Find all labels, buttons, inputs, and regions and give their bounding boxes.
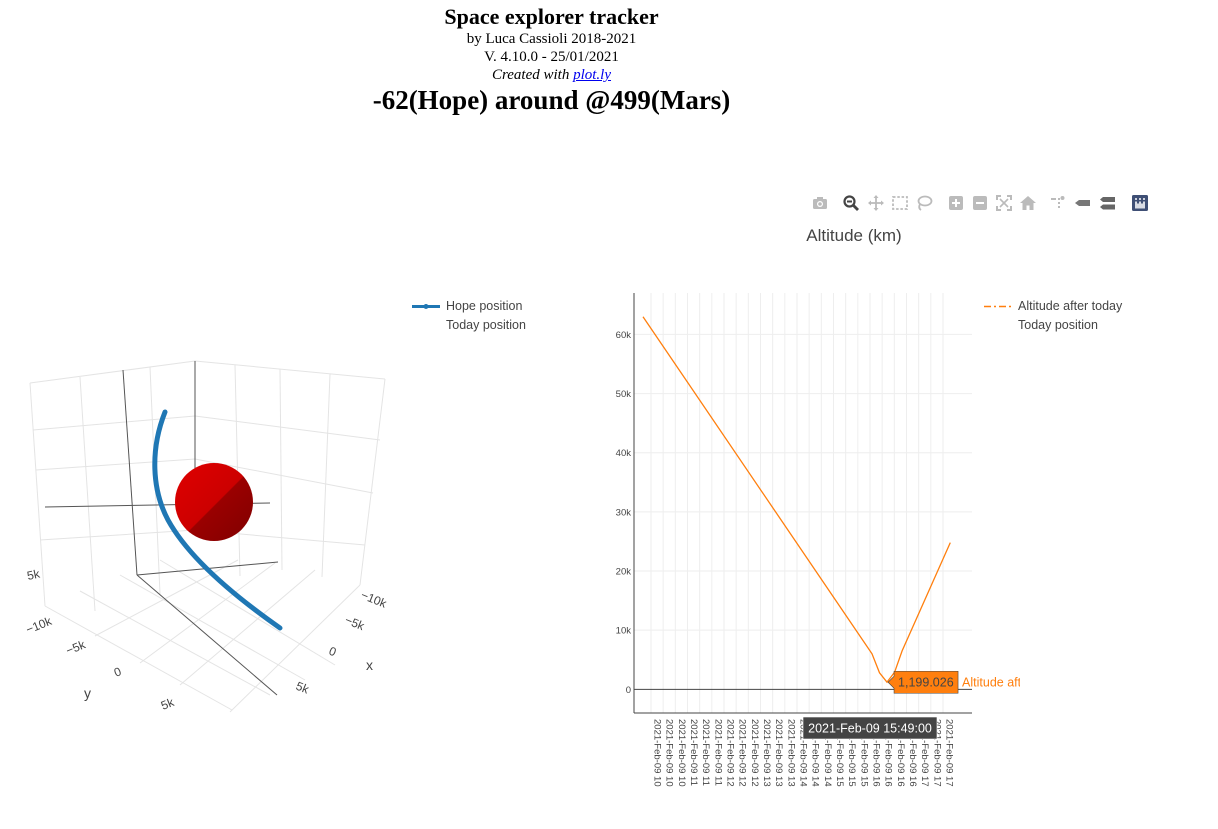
hover-closest-icon[interactable] <box>1073 193 1093 213</box>
x-tick-label: 2021-Feb-09 12 <box>737 719 748 787</box>
x-tick-label: 2021-Feb-09 11 <box>712 719 723 786</box>
box-select-icon[interactable] <box>890 193 910 213</box>
autoscale-icon[interactable] <box>994 193 1014 213</box>
y-tick-label: 20k <box>616 567 632 578</box>
author-line: by Luca Cassioli 2018-2021 <box>466 31 637 47</box>
plot-area <box>634 293 972 713</box>
y-tick-label: 0 <box>626 685 631 696</box>
y-tick-label: 30k <box>616 507 632 518</box>
plotly-logo-icon[interactable] <box>1130 193 1150 213</box>
x-tick-label: 2021-Feb-09 15 <box>834 719 845 787</box>
orbit-3d-scene[interactable]: 5k −10k −5k 0 5k y −10k −5k 0 5k x <box>0 340 420 720</box>
x-tick-label: 2021-Feb-09 12 <box>749 719 760 787</box>
hover-value: 1,199.026 <box>898 676 954 690</box>
x-tick-label: 2021-Feb-09 13 <box>785 719 796 787</box>
x-tick-label: 2021-Feb-09 10 <box>652 719 663 787</box>
legend-label-altitude-after-today: Altitude after today <box>1018 299 1123 313</box>
created-with-text: Created with <box>491 67 574 83</box>
hover-x-text: 2021-Feb-09 15:49:00 <box>808 722 932 736</box>
y-tick-label: −5k <box>64 637 88 658</box>
y-tick-label: 10k <box>616 626 632 637</box>
y-tick-label: 0 <box>112 664 124 680</box>
x-tick-label: 0 <box>327 644 339 660</box>
x-tick-label: 2021-Feb-09 17 <box>919 719 930 787</box>
x-tick-label: 2021-Feb-09 10 <box>664 719 675 787</box>
x-tick-label: 2021-Feb-09 16 <box>871 719 882 787</box>
x-tick-label: 2021-Feb-09 16 <box>907 719 918 787</box>
y-tick-label: 60k <box>616 330 632 341</box>
hover-compare-icon[interactable] <box>1098 193 1118 213</box>
x-tick-label: 2021-Feb-09 13 <box>773 719 784 787</box>
lasso-icon[interactable] <box>914 193 934 213</box>
legend-swatch-altitude <box>984 305 1012 308</box>
x-tick-label: 2021-Feb-09 14 <box>822 719 833 787</box>
x-axis-label: x <box>366 657 373 673</box>
legend-item-hope-position[interactable]: Hope position <box>410 297 526 316</box>
y-tick-label: 5k <box>159 695 177 713</box>
pan-icon[interactable] <box>866 193 886 213</box>
x-tick-labels: 2021-Feb-09 10 2021-Feb-09 10 2021-Feb-09 … <box>652 719 955 787</box>
y-axis-label: y <box>84 685 91 701</box>
legend-item-altitude-after-today[interactable]: Altitude after today <box>982 297 1122 316</box>
x-tick-label: 2021-Feb-09 14 <box>798 719 809 787</box>
page-title: Space explorer tracker <box>444 4 659 29</box>
legend-swatch-hope <box>412 304 440 309</box>
legend-label-hope-position: Hope position <box>446 299 523 313</box>
x-tick-label: 2021-Feb-09 16 <box>883 719 894 787</box>
created-with-line: Created with plot.ly <box>0 66 1103 84</box>
zoom-in-icon[interactable] <box>946 193 966 213</box>
x-tick-label: 2021-Feb-09 17 <box>931 719 942 787</box>
chart-legend: Altitude after today Today position <box>982 297 1122 335</box>
hover-x-label: 2021-Feb-09 15:49:00 <box>802 716 938 740</box>
y-tick-label: 50k <box>616 389 632 400</box>
mars-planet[interactable] <box>175 463 253 541</box>
page-header: Space explorer tracker by Luca Cassioli … <box>0 4 1103 116</box>
version-line: V. 4.10.0 - 25/01/2021 <box>484 49 619 65</box>
x-tick-label: −10k <box>359 588 390 611</box>
x-tick-label: 2021-Feb-09 15 <box>846 719 857 787</box>
x-tick-label: 2021-Feb-09 14 <box>810 719 821 787</box>
z-tick-label: 5k <box>26 566 42 583</box>
x-tick-label: 2021-Feb-09 15 <box>858 719 869 787</box>
plotly-link[interactable]: plot.ly <box>573 67 612 83</box>
reset-axes-icon[interactable] <box>1018 193 1038 213</box>
x-tick-label: 2021-Feb-09 13 <box>761 719 772 787</box>
spike-lines-icon[interactable] <box>1048 193 1068 213</box>
x-tick-label: 5k <box>294 679 312 697</box>
scene-legend: Hope position Today position <box>410 297 526 335</box>
hover-tooltip: 1,199.026 Altitude aft... <box>887 670 1020 694</box>
x-tick-label: −5k <box>343 613 367 634</box>
hope-trajectory[interactable] <box>152 409 283 631</box>
altitude-series-line[interactable] <box>642 316 951 684</box>
zoom-out-icon[interactable] <box>970 193 990 213</box>
legend-label-chart-today-position: Today position <box>1018 318 1098 332</box>
x-tick-label: 2021-Feb-09 11 <box>700 719 711 786</box>
y-tick-labels: 0 10k 20k 30k 40k 50k 60k <box>616 330 632 696</box>
legend-item-today-position[interactable]: Today position <box>410 316 526 335</box>
zoom-icon[interactable] <box>841 193 861 213</box>
x-tick-label: 2021-Feb-09 12 <box>725 719 736 787</box>
hover-x-box <box>802 716 938 740</box>
x-tick-label: 2021-Feb-09 17 <box>944 719 955 787</box>
y-tick-label: −10k <box>24 614 55 637</box>
legend-item-chart-today-position[interactable]: Today position <box>982 316 1122 335</box>
altitude-chart-title: Altitude (km) <box>806 226 902 245</box>
x-tick-label: 2021-Feb-09 10 <box>676 719 687 787</box>
hover-box <box>887 670 959 694</box>
y-tick-label: 40k <box>616 448 632 459</box>
x-tick-label: 2021-Feb-09 16 <box>895 719 906 787</box>
page-subtitle: -62(Hope) around @499(Mars) <box>372 85 731 115</box>
legend-label-today-position: Today position <box>446 318 526 332</box>
x-tick-label: 2021-Feb-09 11 <box>688 719 699 786</box>
camera-icon[interactable] <box>810 193 830 213</box>
hover-series-name: Altitude aft... <box>962 676 1020 690</box>
x-grid <box>650 293 944 713</box>
